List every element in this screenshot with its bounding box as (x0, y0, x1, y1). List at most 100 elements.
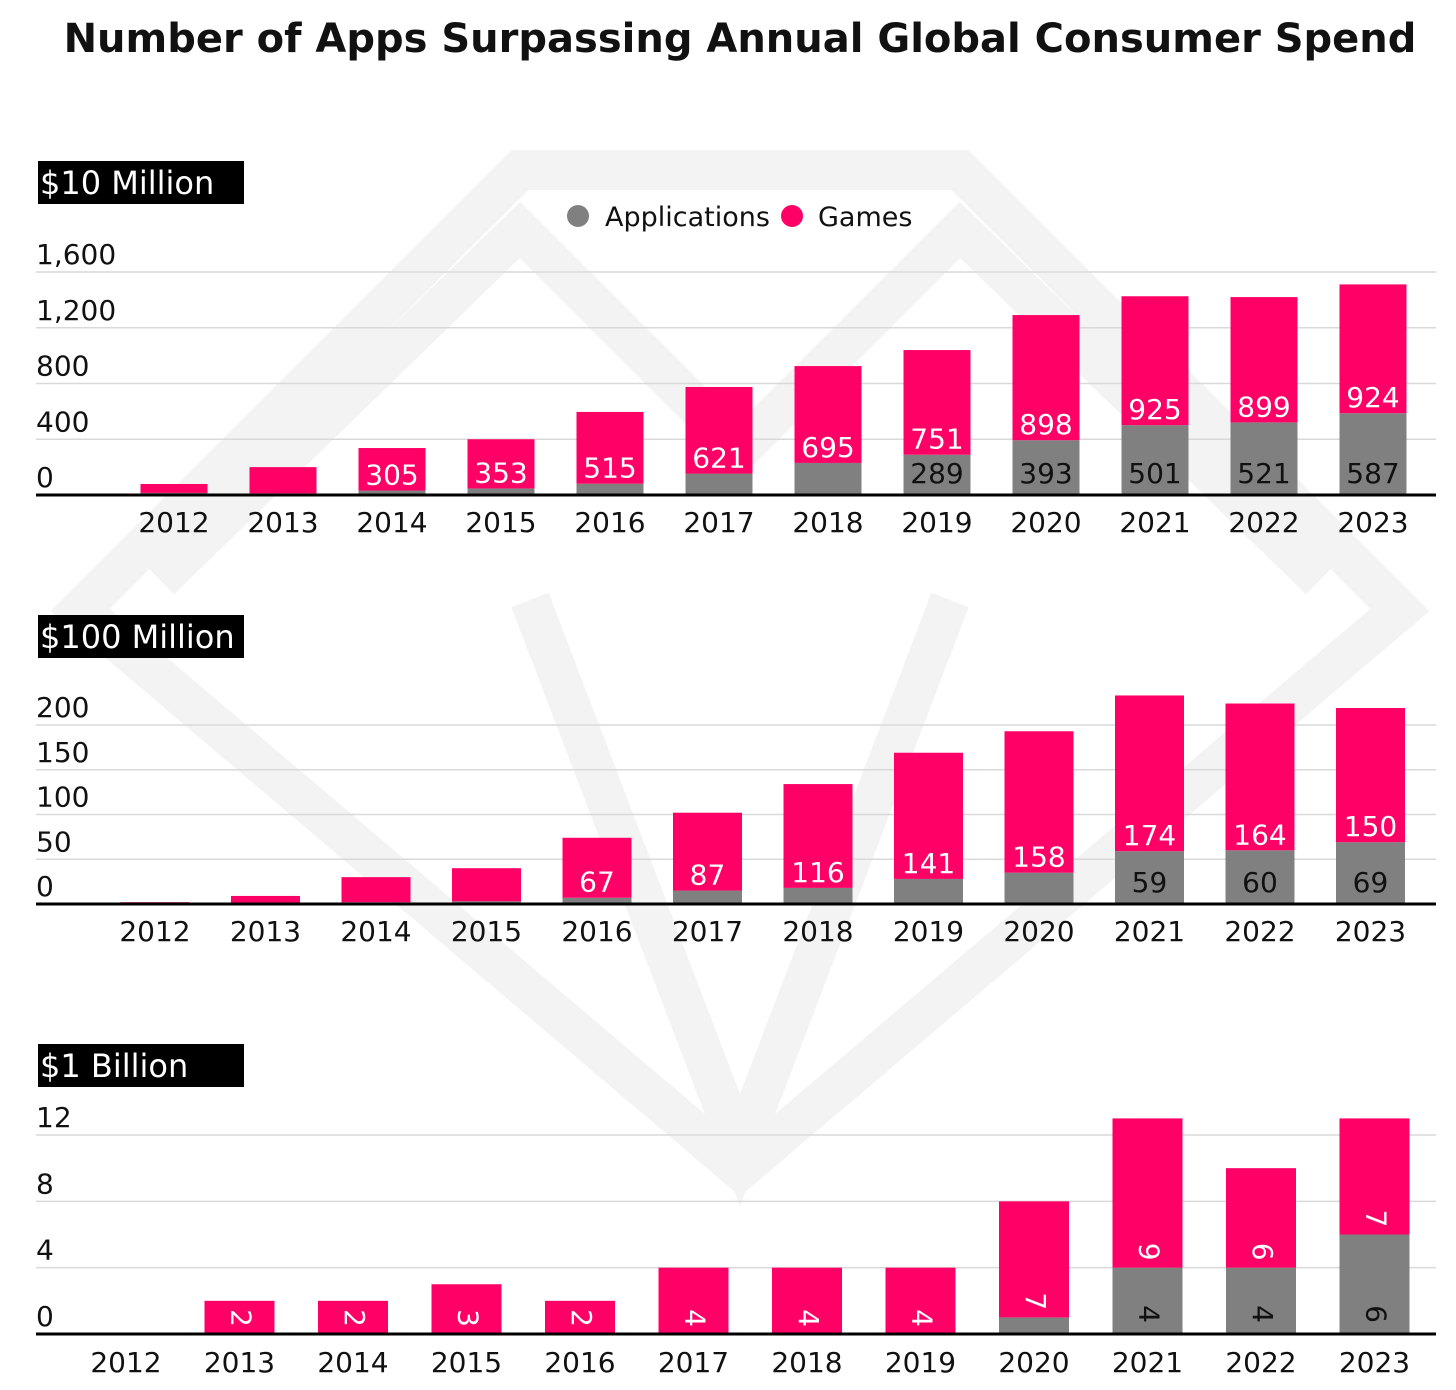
bar-games-2015 (431, 1284, 502, 1334)
panel-title: $100 Million (40, 618, 235, 656)
data-label-games-2014: 2 (338, 1309, 371, 1327)
data-label-games-2016: 67 (579, 866, 615, 899)
data-label-applications-2023: 6 (1360, 1305, 1393, 1323)
y-tick-label: 200 (36, 691, 89, 724)
y-tick-label: 0 (36, 870, 54, 903)
panel-title: $1 Billion (40, 1047, 188, 1085)
x-tick-label: 2021 (1119, 506, 1190, 539)
x-tick-label: 2017 (658, 1346, 729, 1379)
data-label-games-2017: 4 (679, 1309, 712, 1327)
y-tick-label: 150 (36, 736, 89, 769)
x-tick-label: 2012 (119, 915, 190, 948)
bar-applications-2020 (1012, 440, 1080, 495)
data-label-games-2019: 4 (906, 1309, 939, 1327)
bar-applications-2017 (685, 473, 753, 495)
legend-applications-label: Applications (605, 202, 770, 233)
bar-games-2020 (1012, 315, 1080, 441)
data-label-games-2016: 2 (565, 1309, 598, 1327)
data-label-games-2023: 924 (1346, 381, 1399, 414)
x-tick-label: 2022 (1225, 1346, 1296, 1379)
bar-games-2015 (467, 439, 535, 489)
y-tick-label: 100 (36, 781, 89, 814)
data-label-games-2019: 751 (910, 423, 963, 456)
x-tick-label: 2015 (451, 915, 522, 948)
data-label-applications-2021: 4 (1133, 1305, 1166, 1323)
y-tick-label: 8 (36, 1167, 54, 1200)
bar-games-2019 (894, 752, 963, 879)
bar-applications-2019 (894, 878, 963, 904)
y-tick-label: 0 (36, 1300, 54, 1333)
x-tick-label: 2018 (782, 915, 853, 948)
x-tick-label: 2023 (1337, 506, 1408, 539)
y-tick-label: 50 (36, 825, 72, 858)
data-label-applications-2023: 69 (1353, 866, 1389, 899)
bar-applications-2023 (1339, 413, 1407, 495)
x-tick-label: 2022 (1228, 506, 1299, 539)
bar-games-2022 (1226, 1168, 1296, 1268)
x-tick-label: 2019 (885, 1346, 956, 1379)
x-tick-label: 2013 (247, 506, 318, 539)
bar-applications-2018 (783, 887, 853, 904)
bar-applications-2018 (794, 462, 862, 495)
data-label-games-2017: 621 (692, 442, 745, 475)
data-label-games-2018: 695 (801, 431, 854, 464)
y-tick-label: 4 (36, 1234, 54, 1267)
x-tick-label: 2020 (1003, 915, 1074, 948)
bar-games-2016 (576, 411, 644, 484)
bar-applications-2022 (1225, 850, 1295, 904)
bar-games-2020 (1004, 731, 1074, 873)
x-tick-label: 2019 (901, 506, 972, 539)
data-label-applications-2021: 501 (1128, 457, 1181, 490)
data-label-games-2015: 353 (474, 456, 527, 489)
bar-games-2014 (318, 1300, 388, 1334)
data-label-games-2016: 515 (583, 452, 636, 485)
bar-games-2023 (1336, 707, 1405, 843)
bar-games-2015 (452, 868, 521, 902)
x-tick-label: 2021 (1114, 915, 1185, 948)
panel-1: $10 Million 0 400 800 1,200 1,600 2012 2013 305 2… (36, 161, 1436, 539)
data-label-games-2023: 150 (1344, 810, 1397, 843)
bar-games-2019 (903, 350, 971, 455)
bar-games-2018 (772, 1267, 842, 1334)
x-tick-label: 2013 (204, 1346, 275, 1379)
bar-games-2013 (204, 1300, 275, 1334)
data-label-games-2021: 925 (1128, 393, 1181, 426)
legend-games-marker (781, 205, 803, 227)
chart-title: Number of Apps Surpassing Annual Global … (64, 16, 1417, 62)
data-label-applications-2021: 59 (1132, 866, 1168, 899)
x-tick-label: 2015 (431, 1346, 502, 1379)
data-label-applications-2022: 4 (1246, 1305, 1279, 1323)
x-tick-label: 2021 (1112, 1346, 1183, 1379)
bar-games-2017 (673, 812, 742, 891)
x-tick-label: 2018 (771, 1346, 842, 1379)
data-label-games-2020: 158 (1012, 841, 1065, 874)
bar-games-2016 (562, 837, 632, 898)
x-tick-label: 2017 (683, 506, 754, 539)
bar-games-2021 (1121, 296, 1189, 426)
bar-applications-2022 (1230, 422, 1298, 495)
bar-games-2023 (1339, 1118, 1410, 1235)
bar-applications-2021 (1115, 851, 1184, 904)
data-label-games-2021: 174 (1123, 819, 1176, 852)
data-label-applications-2020: 393 (1019, 457, 1072, 490)
data-label-games-2021: 9 (1133, 1243, 1166, 1261)
panel-badge (38, 161, 244, 204)
bar-games-2014 (358, 448, 426, 491)
bar-applications-2023 (1339, 1234, 1410, 1334)
x-tick-label: 2022 (1224, 915, 1295, 948)
x-tick-label: 2016 (574, 506, 645, 539)
bar-games-2018 (783, 784, 853, 888)
bar-applications-2022 (1226, 1267, 1296, 1334)
bar-applications-2017 (673, 890, 742, 904)
x-tick-label: 2013 (230, 915, 301, 948)
data-label-games-2018: 116 (791, 856, 844, 889)
bar-games-2017 (658, 1267, 729, 1334)
bar-games-2019 (885, 1267, 956, 1334)
data-label-games-2019: 141 (902, 847, 955, 880)
data-label-games-2020: 898 (1019, 408, 1072, 441)
x-tick-label: 2016 (544, 1346, 615, 1379)
bar-applications-2016 (562, 897, 632, 904)
data-label-games-2014: 305 (365, 459, 418, 492)
y-tick-label: 1,200 (36, 294, 116, 327)
